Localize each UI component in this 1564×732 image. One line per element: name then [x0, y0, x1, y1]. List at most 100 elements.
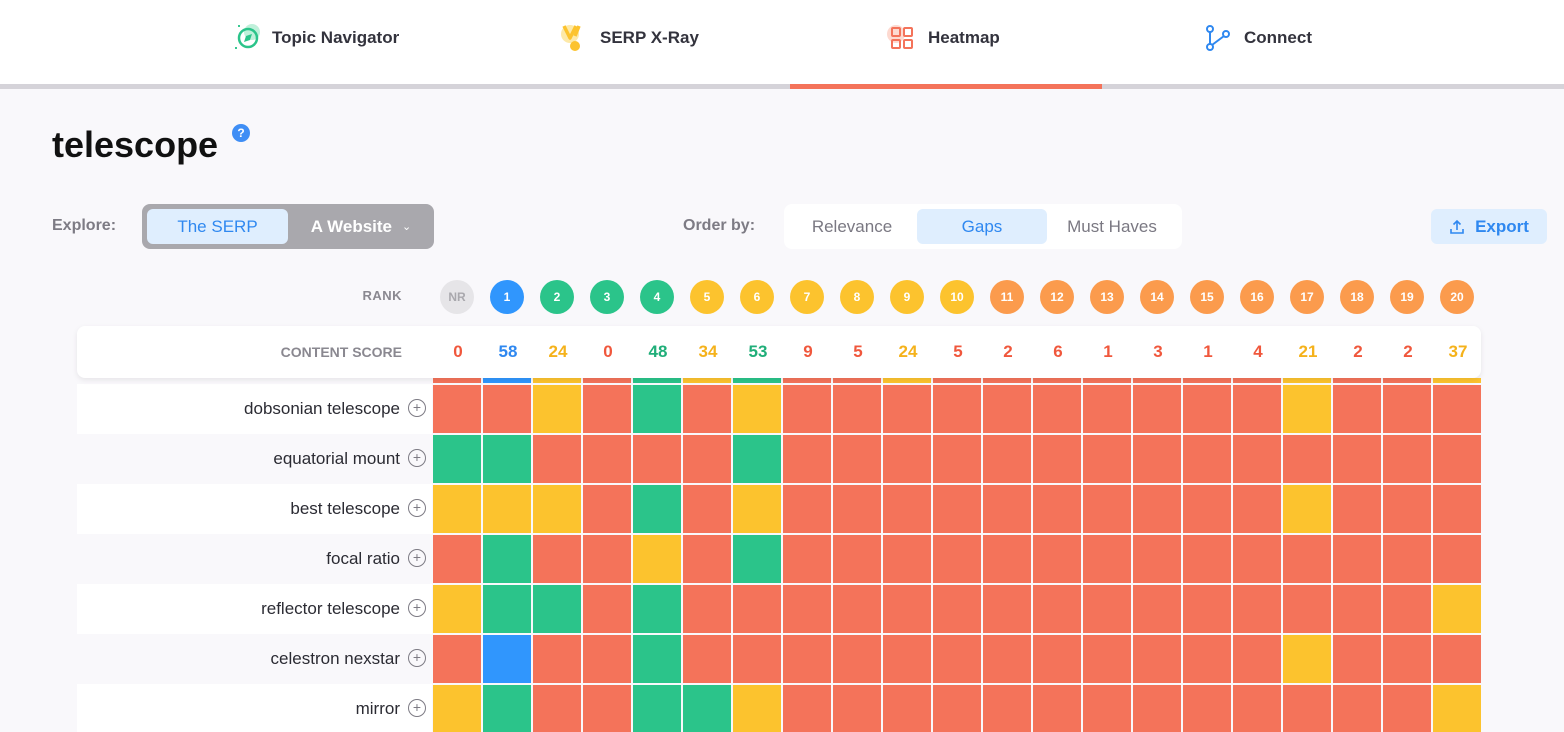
heatmap-cell[interactable]: [1183, 635, 1231, 683]
heatmap-cell[interactable]: [1083, 385, 1131, 433]
heatmap-cell[interactable]: [1133, 485, 1181, 533]
heatmap-cell[interactable]: [783, 485, 831, 533]
heatmap-cell[interactable]: [433, 385, 481, 433]
heatmap-cell[interactable]: [433, 585, 481, 633]
heatmap-cell[interactable]: [1033, 435, 1081, 483]
heatmap-cell[interactable]: [1383, 635, 1431, 683]
heatmap-cell[interactable]: [683, 385, 731, 433]
add-term-icon[interactable]: +: [408, 699, 426, 717]
heatmap-cell[interactable]: [1283, 635, 1331, 683]
heatmap-cell[interactable]: [1133, 385, 1181, 433]
heatmap-cell[interactable]: [1083, 685, 1131, 732]
heatmap-cell[interactable]: [1233, 435, 1281, 483]
add-term-icon[interactable]: +: [408, 499, 426, 517]
heatmap-cell[interactable]: [783, 535, 831, 583]
heatmap-cell[interactable]: [433, 435, 481, 483]
heatmap-cell[interactable]: [933, 435, 981, 483]
order-gaps-option[interactable]: Gaps: [917, 209, 1047, 244]
heatmap-cell[interactable]: [633, 635, 681, 683]
heatmap-cell[interactable]: [1283, 485, 1331, 533]
add-term-icon[interactable]: +: [408, 649, 426, 667]
heatmap-cell[interactable]: [683, 635, 731, 683]
order-relevance-option[interactable]: Relevance: [811, 216, 893, 236]
heatmap-cell[interactable]: [533, 685, 581, 732]
heatmap-cell[interactable]: [1433, 485, 1481, 533]
heatmap-cell[interactable]: [783, 435, 831, 483]
heatmap-cell[interactable]: [933, 385, 981, 433]
heatmap-cell[interactable]: [1033, 635, 1081, 683]
heatmap-cell[interactable]: [1383, 535, 1431, 583]
heatmap-cell[interactable]: [883, 485, 931, 533]
heatmap-cell[interactable]: [1333, 635, 1381, 683]
heatmap-cell[interactable]: [583, 685, 631, 732]
heatmap-cell[interactable]: [1233, 685, 1281, 732]
heatmap-cell[interactable]: [883, 435, 931, 483]
heatmap-cell[interactable]: [883, 635, 931, 683]
heatmap-cell[interactable]: [983, 535, 1031, 583]
heatmap-cell[interactable]: [833, 635, 881, 683]
heatmap-cell[interactable]: [883, 685, 931, 732]
heatmap-cell[interactable]: [833, 685, 881, 732]
heatmap-cell[interactable]: [583, 385, 631, 433]
heatmap-cell[interactable]: [633, 385, 681, 433]
heatmap-cell[interactable]: [933, 585, 981, 633]
heatmap-cell[interactable]: [1033, 585, 1081, 633]
heatmap-cell[interactable]: [733, 585, 781, 633]
heatmap-cell[interactable]: [633, 485, 681, 533]
heatmap-cell[interactable]: [1033, 385, 1081, 433]
tab-topic-navigator[interactable]: Topic Navigator: [228, 18, 399, 58]
heatmap-cell[interactable]: [1283, 685, 1331, 732]
heatmap-cell[interactable]: [533, 435, 581, 483]
heatmap-cell[interactable]: [1333, 685, 1381, 732]
heatmap-cell[interactable]: [533, 535, 581, 583]
heatmap-cell[interactable]: [633, 435, 681, 483]
heatmap-cell[interactable]: [583, 535, 631, 583]
heatmap-cell[interactable]: [783, 385, 831, 433]
heatmap-cell[interactable]: [1383, 385, 1431, 433]
heatmap-cell[interactable]: [733, 685, 781, 732]
heatmap-cell[interactable]: [833, 485, 881, 533]
heatmap-cell[interactable]: [983, 685, 1031, 732]
heatmap-cell[interactable]: [1233, 635, 1281, 683]
heatmap-cell[interactable]: [1283, 385, 1331, 433]
heatmap-cell[interactable]: [733, 635, 781, 683]
heatmap-cell[interactable]: [833, 435, 881, 483]
heatmap-cell[interactable]: [983, 435, 1031, 483]
heatmap-cell[interactable]: [1433, 585, 1481, 633]
heatmap-cell[interactable]: [483, 585, 531, 633]
heatmap-cell[interactable]: [1133, 535, 1181, 583]
heatmap-cell[interactable]: [483, 535, 531, 583]
heatmap-cell[interactable]: [1383, 685, 1431, 732]
heatmap-cell[interactable]: [883, 535, 931, 583]
heatmap-cell[interactable]: [783, 635, 831, 683]
heatmap-cell[interactable]: [883, 585, 931, 633]
heatmap-cell[interactable]: [483, 435, 531, 483]
heatmap-cell[interactable]: [533, 585, 581, 633]
heatmap-cell[interactable]: [1283, 435, 1331, 483]
heatmap-cell[interactable]: [1033, 535, 1081, 583]
heatmap-cell[interactable]: [1333, 585, 1381, 633]
heatmap-cell[interactable]: [1183, 485, 1231, 533]
heatmap-cell[interactable]: [433, 485, 481, 533]
heatmap-cell[interactable]: [1083, 535, 1131, 583]
heatmap-cell[interactable]: [1233, 585, 1281, 633]
explore-website-dropdown[interactable]: A Website ⌄: [292, 209, 430, 244]
heatmap-cell[interactable]: [933, 635, 981, 683]
heatmap-cell[interactable]: [733, 485, 781, 533]
heatmap-cell[interactable]: [1383, 585, 1431, 633]
heatmap-cell[interactable]: [483, 385, 531, 433]
heatmap-cell[interactable]: [683, 435, 731, 483]
heatmap-cell[interactable]: [733, 435, 781, 483]
heatmap-cell[interactable]: [1183, 685, 1231, 732]
heatmap-cell[interactable]: [583, 585, 631, 633]
heatmap-cell[interactable]: [683, 485, 731, 533]
heatmap-cell[interactable]: [1083, 435, 1131, 483]
heatmap-cell[interactable]: [583, 435, 631, 483]
heatmap-cell[interactable]: [483, 685, 531, 732]
heatmap-cell[interactable]: [983, 485, 1031, 533]
heatmap-cell[interactable]: [1283, 535, 1331, 583]
heatmap-cell[interactable]: [533, 385, 581, 433]
heatmap-cell[interactable]: [1383, 485, 1431, 533]
heatmap-cell[interactable]: [1433, 385, 1481, 433]
heatmap-cell[interactable]: [1233, 485, 1281, 533]
